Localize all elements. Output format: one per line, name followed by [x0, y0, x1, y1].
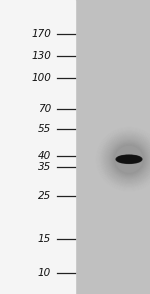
Text: 70: 70 [38, 104, 51, 114]
Text: 15: 15 [38, 234, 51, 244]
Text: 10: 10 [38, 268, 51, 278]
Ellipse shape [117, 156, 141, 163]
Text: 100: 100 [31, 74, 51, 83]
Text: 25: 25 [38, 191, 51, 201]
Ellipse shape [119, 156, 139, 162]
Ellipse shape [120, 157, 138, 161]
Text: 35: 35 [38, 162, 51, 172]
Text: 130: 130 [31, 51, 51, 61]
Bar [75, 0, 150, 294]
Ellipse shape [118, 156, 140, 163]
Text: 40: 40 [38, 151, 51, 161]
Ellipse shape [119, 157, 139, 162]
Ellipse shape [117, 156, 141, 163]
Ellipse shape [118, 156, 140, 162]
Ellipse shape [116, 155, 142, 163]
Bar [0, 0, 75, 294]
Ellipse shape [122, 158, 136, 161]
Text: 170: 170 [31, 29, 51, 39]
Text: 55: 55 [38, 124, 51, 134]
